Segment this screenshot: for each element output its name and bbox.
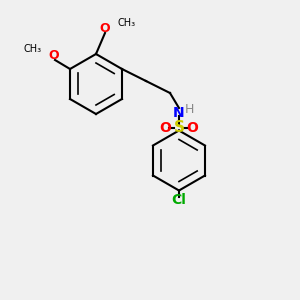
Text: O: O [100,22,110,35]
Text: O: O [160,121,171,134]
Text: O: O [187,121,198,134]
Text: CH₃: CH₃ [23,44,41,55]
Text: H: H [185,103,194,116]
Text: N: N [173,106,185,119]
Text: Cl: Cl [172,193,186,206]
Text: CH₃: CH₃ [117,17,135,28]
Text: S: S [173,120,184,135]
Text: O: O [48,49,59,62]
